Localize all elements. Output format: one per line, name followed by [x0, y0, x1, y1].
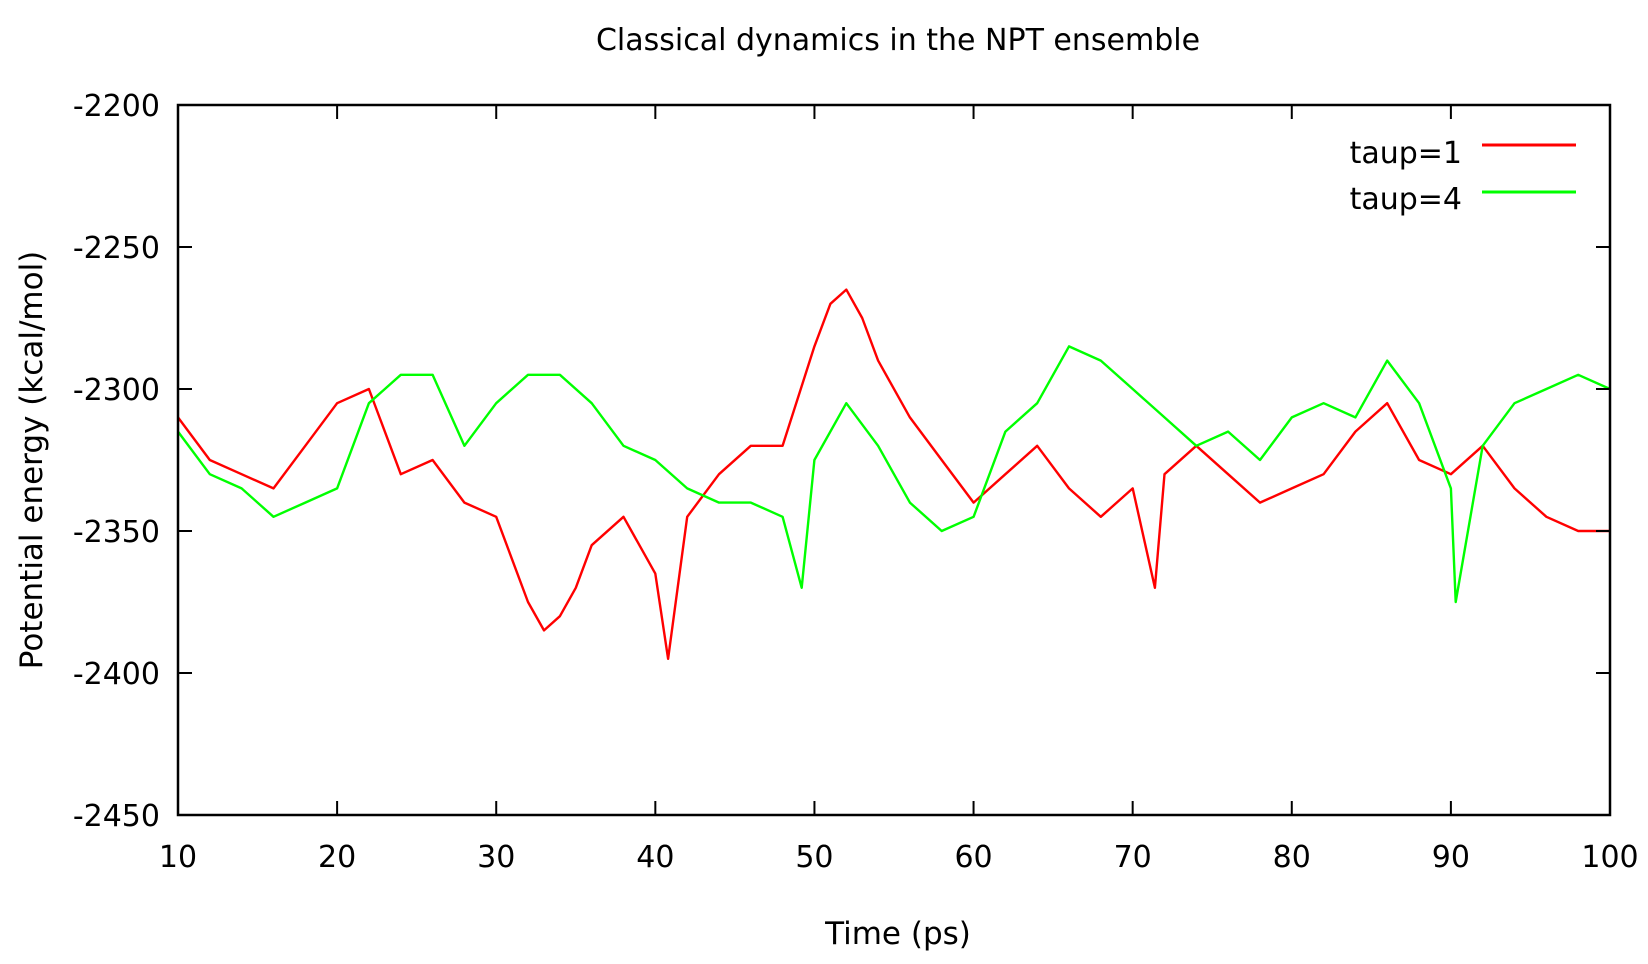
- x-tick-label: 50: [795, 840, 833, 875]
- ticks-layer: 10 20 30 40 50 60 70 80 90 100 -2200 -2250 -2300 -235…: [73, 89, 1639, 875]
- y-tick-label: -2200: [73, 89, 160, 124]
- legend-label-taup-1: taup=1: [1350, 136, 1462, 171]
- y-tick-label: -2450: [73, 799, 160, 834]
- x-tick-label: 30: [477, 840, 515, 875]
- x-tick-label: 90: [1432, 840, 1470, 875]
- y-axis-label: Potential energy (kcal/mol): [14, 251, 50, 670]
- x-tick-label: 80: [1273, 840, 1311, 875]
- chart-title: Classical dynamics in the NPT ensemble: [596, 23, 1200, 58]
- legend-label-taup-4: taup=4: [1350, 182, 1462, 217]
- x-tick-label: 10: [159, 840, 197, 875]
- series-line-taup-1: [177, 288, 1610, 660]
- x-axis-label: Time (ps): [824, 916, 971, 952]
- y-tick-label: -2250: [73, 231, 160, 266]
- series-layer: [177, 288, 1611, 660]
- legend: taup=1 taup=4: [1350, 136, 1576, 217]
- y-tick-label: -2300: [73, 373, 160, 408]
- x-tick-label: 100: [1581, 840, 1638, 875]
- y-tick-label: -2350: [73, 515, 160, 550]
- x-tick-label: 40: [636, 840, 674, 875]
- series-line-taup-4: [177, 345, 1611, 604]
- y-tick-label: -2400: [73, 657, 160, 692]
- x-tick-label: 60: [954, 840, 992, 875]
- x-tick-label: 70: [1114, 840, 1152, 875]
- plot-frame: [176, 103, 1612, 817]
- x-tick-label: 20: [318, 840, 356, 875]
